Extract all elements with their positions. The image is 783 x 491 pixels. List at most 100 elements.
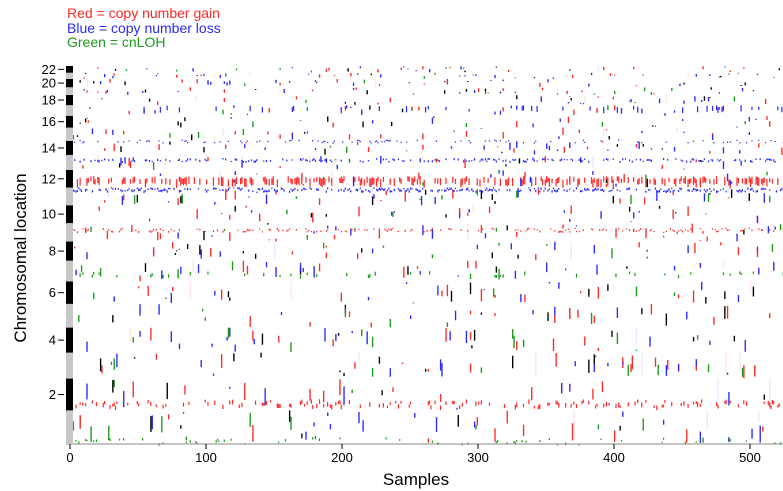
cnv-event-loss <box>317 188 319 191</box>
cnv-event-other <box>533 77 536 79</box>
cnv-event-gain <box>522 176 525 185</box>
cnv-event-gain <box>373 228 375 230</box>
cnv-event-gain <box>618 228 620 230</box>
cnv-event-other <box>174 252 177 255</box>
cnv-event-gain <box>487 178 489 183</box>
cnv-event-other <box>196 75 198 77</box>
cnv-event-gain <box>382 245 385 248</box>
cnv-event-gain <box>478 88 480 92</box>
cnv-event-gain <box>408 404 410 408</box>
cnv-event-gain <box>254 400 257 405</box>
cnv-event-loss <box>248 196 250 198</box>
cnv-event-gain <box>741 178 744 184</box>
cnv-event-gain <box>390 228 393 231</box>
cnv-event-gain <box>683 178 685 184</box>
cnv-event-loss <box>762 187 764 190</box>
cnv-event-gain <box>531 178 533 187</box>
faint-mark <box>374 78 376 88</box>
cnv-event-loss <box>244 144 246 149</box>
cnv-event-cnloh <box>132 337 134 343</box>
cnv-event-gain <box>680 176 682 181</box>
cnv-event-loss <box>393 211 396 213</box>
cnv-event-gain <box>694 177 696 184</box>
cnv-event-cnloh <box>628 100 631 102</box>
cnv-event-gain <box>237 229 239 231</box>
cnv-event-other <box>401 108 404 113</box>
cnv-event-loss <box>123 390 125 408</box>
cnv-event-other <box>709 193 711 195</box>
cnv-event-gain <box>157 231 159 241</box>
cnv-event-gain <box>336 79 338 83</box>
scattered-events <box>70 66 783 443</box>
cnv-event-gain <box>302 184 304 186</box>
cnv-event-gain <box>558 402 560 408</box>
cnv-event-loss <box>275 266 277 277</box>
cnv-event-loss <box>637 141 639 143</box>
faint-mark <box>556 87 559 94</box>
cnv-event-cnloh <box>299 275 302 279</box>
cnv-event-cnloh <box>278 441 280 444</box>
cnv-event-loss <box>162 142 164 144</box>
cnv-event-loss <box>490 79 492 81</box>
cnv-event-other <box>605 179 608 184</box>
cnv-event-gain <box>234 190 236 200</box>
cnv-event-loss <box>131 160 133 162</box>
cnv-event-loss <box>366 331 368 345</box>
cnv-event-loss <box>711 106 714 111</box>
cnv-event-gain <box>748 227 750 229</box>
cnv-event-cnloh <box>741 367 744 377</box>
cnv-event-cnloh <box>495 227 498 232</box>
cnv-event-gain <box>454 178 457 185</box>
cnv-event-gain <box>318 177 321 185</box>
cnv-event-cnloh <box>176 69 178 72</box>
cnv-event-gain <box>242 230 244 233</box>
cnv-event-cnloh <box>671 87 673 91</box>
cnv-event-cnloh <box>101 97 103 100</box>
cnv-event-loss <box>581 190 583 193</box>
cnv-event-loss <box>687 189 689 192</box>
cnv-event-other <box>233 353 235 362</box>
cnv-event-other <box>371 196 374 206</box>
cnv-event-gain <box>631 355 634 370</box>
cnv-event-cnloh <box>429 271 431 275</box>
cnv-event-loss <box>177 91 179 93</box>
cnv-event-loss <box>473 89 476 93</box>
cnv-event-gain <box>475 260 477 269</box>
cnv-event-loss <box>716 190 718 194</box>
cnv-event-gain <box>378 403 380 408</box>
cnv-event-gain <box>380 134 382 139</box>
cnv-event-gain <box>728 197 730 199</box>
cnv-event-gain <box>577 309 579 318</box>
cnv-event-cnloh <box>664 273 666 276</box>
cnv-event-gain <box>102 402 104 408</box>
cnv-event-loss <box>445 189 447 192</box>
cnv-event-gain <box>241 402 243 408</box>
cnv-event-loss <box>184 140 186 142</box>
cnv-event-gain <box>573 176 575 182</box>
cnv-event-gain <box>605 184 608 187</box>
cnv-event-gain <box>297 176 299 184</box>
cnv-event-gain <box>567 116 570 123</box>
cnv-event-loss <box>658 189 661 193</box>
cnv-event-loss <box>181 160 183 163</box>
cnv-event-other <box>710 87 712 90</box>
cnv-event-gain <box>671 402 673 407</box>
cnv-event-other <box>203 146 205 153</box>
cnv-event-gain <box>135 229 137 232</box>
cnv-event-cnloh <box>673 292 676 297</box>
cnv-event-gain <box>668 177 670 183</box>
cnv-event-loss <box>580 102 582 104</box>
cnv-event-loss <box>702 140 704 142</box>
cnv-event-loss <box>596 264 598 275</box>
cnv-event-loss <box>593 364 595 373</box>
faint-mark <box>717 378 719 401</box>
cnv-event-other <box>699 160 702 162</box>
cnv-event-loss <box>117 141 119 143</box>
cnv-event-loss <box>758 139 760 141</box>
cnv-event-loss <box>83 141 85 143</box>
faint-mark <box>129 327 132 342</box>
cnv-event-gain <box>488 206 491 214</box>
cnv-event-cnloh <box>495 441 497 444</box>
cnv-event-loss <box>720 159 722 161</box>
cnv-event-loss <box>242 160 244 163</box>
